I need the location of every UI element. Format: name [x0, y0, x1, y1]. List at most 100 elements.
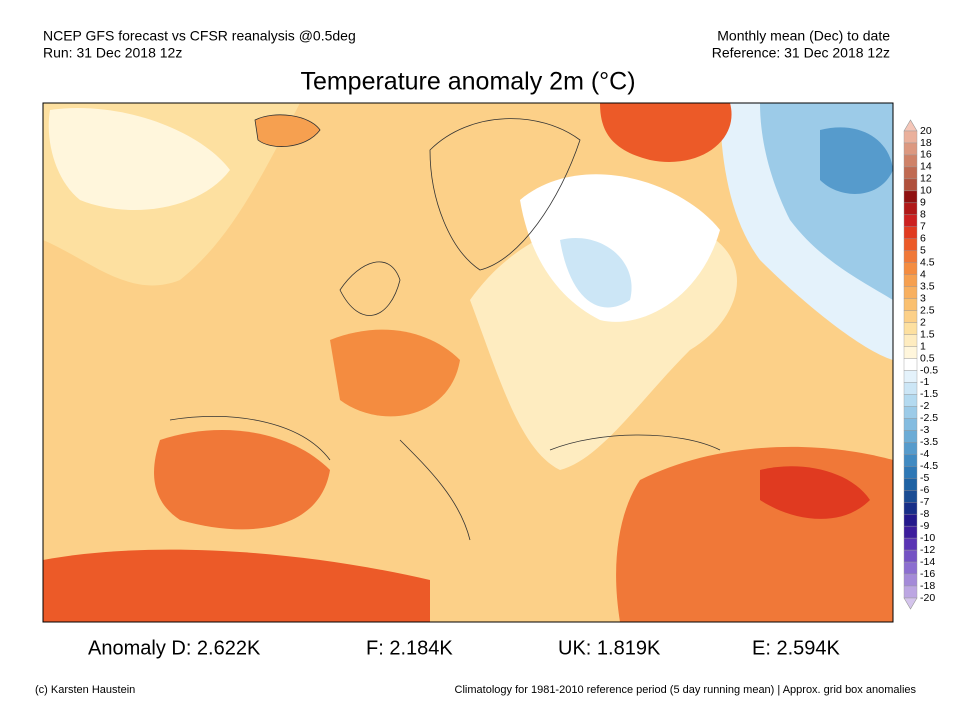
- colorbar-bin: [903, 166, 918, 180]
- colorbar-label: -8: [920, 508, 929, 520]
- land-region: [520, 174, 720, 322]
- land-region: [600, 103, 732, 162]
- anomaly-d: Anomaly D: 2.622K: [88, 637, 261, 659]
- colorbar-bin: [903, 537, 918, 551]
- colorbar-bin: [903, 513, 918, 527]
- colorbar-label: -3.5: [920, 436, 938, 448]
- land-region: [760, 466, 870, 519]
- colorbar-end: [903, 597, 918, 610]
- colorbar-bin: [903, 442, 918, 455]
- colorbar-label: 1: [920, 340, 926, 352]
- header-right-1: Monthly mean (Dec) to date: [717, 28, 890, 44]
- map-frame: [42, 102, 894, 623]
- footer-left: (c) Karsten Haustein: [35, 684, 135, 696]
- colorbar-label: 9: [920, 197, 926, 209]
- colorbar-label: -12: [920, 544, 935, 556]
- colorbar-label: -20: [920, 592, 935, 604]
- colorbar-label: 4: [920, 268, 926, 280]
- colorbar-bin: [903, 226, 918, 239]
- colorbar-bin: [903, 490, 918, 503]
- colorbar-label: -4: [920, 448, 929, 460]
- colorbar-label: -2: [920, 400, 929, 412]
- colorbar-bin: [903, 334, 918, 347]
- colorbar-end: [903, 119, 918, 132]
- land-region: [330, 329, 460, 417]
- colorbar-label: 7: [920, 221, 926, 233]
- colorbar-label: -3: [920, 424, 929, 436]
- colorbar-bin: [903, 454, 918, 467]
- anomaly-uk: UK: 1.819K: [558, 637, 661, 659]
- colorbar: 201816141210987654.543.532.521.510.5-0.5…: [903, 119, 938, 610]
- colorbar-label: 16: [920, 149, 932, 161]
- colorbar-label: -1: [920, 376, 929, 388]
- colorbar-label: 8: [920, 209, 926, 221]
- colorbar-bin: [903, 262, 918, 275]
- colorbar-bin: [903, 382, 918, 395]
- colorbar-label: -16: [920, 568, 935, 580]
- colorbar-label: 2: [920, 316, 926, 328]
- colorbar-bin: [903, 466, 918, 479]
- colorbar-bin: [903, 190, 918, 204]
- header-left-2: Run: 31 Dec 2018 12z: [43, 45, 182, 61]
- colorbar-label: -14: [920, 556, 935, 568]
- coastline: [429, 118, 581, 271]
- footer-right: Climatology for 1981-2010 reference peri…: [455, 684, 917, 696]
- anomaly-e: E: 2.594K: [752, 637, 841, 659]
- colorbar-bin: [903, 525, 918, 539]
- coastline: [169, 416, 721, 541]
- title: Temperature anomaly 2m (°C): [300, 68, 635, 96]
- land-region: [820, 127, 893, 194]
- colorbar-bin: [903, 418, 918, 431]
- colorbar-label: 6: [920, 233, 926, 245]
- colorbar-label: -6: [920, 484, 929, 496]
- colorbar-label: 5: [920, 245, 926, 257]
- header-left-1: NCEP GFS forecast vs CFSR reanalysis @0.…: [43, 28, 356, 44]
- colorbar-bin: [903, 202, 918, 216]
- colorbar-label: 2.5: [920, 304, 935, 316]
- colorbar-bin: [903, 238, 918, 251]
- colorbar-bin: [903, 310, 918, 323]
- land-region: [616, 446, 893, 622]
- colorbar-bin: [903, 250, 918, 263]
- colorbar-bin: [903, 394, 918, 407]
- colorbar-bin: [903, 298, 918, 311]
- colorbar-bin: [903, 154, 918, 168]
- colorbar-label: 14: [920, 161, 932, 173]
- colorbar-label: -5: [920, 472, 929, 484]
- colorbar-bin: [903, 370, 918, 383]
- colorbar-label: -7: [920, 496, 929, 508]
- colorbar-label: -4.5: [920, 460, 938, 472]
- colorbar-label: 4.5: [920, 256, 935, 268]
- colorbar-label: 0.5: [920, 352, 935, 364]
- colorbar-bin: [903, 322, 918, 335]
- colorbar-label: 3: [920, 292, 926, 304]
- colorbar-label: -2.5: [920, 412, 938, 424]
- colorbar-bin: [903, 430, 918, 443]
- ocean-region: [48, 108, 230, 210]
- colorbar-bin: [903, 346, 918, 359]
- colorbar-bin: [903, 142, 918, 156]
- coastline: [339, 261, 401, 316]
- map: [43, 103, 893, 622]
- colorbar-bin: [903, 286, 918, 299]
- colorbar-bin: [903, 478, 918, 491]
- land-region: [154, 430, 330, 530]
- colorbar-label: -1.5: [920, 388, 938, 400]
- colorbar-bin: [903, 214, 918, 227]
- colorbar-label: -9: [920, 520, 929, 532]
- colorbar-bin: [903, 502, 918, 515]
- colorbar-label: 18: [920, 137, 932, 149]
- colorbar-bin: [903, 178, 918, 192]
- colorbar-bin: [903, 585, 918, 599]
- colorbar-bin: [903, 561, 918, 575]
- colorbar-bin: [903, 130, 918, 144]
- colorbar-label: 10: [920, 185, 932, 197]
- colorbar-label: 12: [920, 173, 932, 185]
- colorbar-label: -0.5: [920, 364, 938, 376]
- colorbar-bin: [903, 573, 918, 587]
- colorbar-label: -10: [920, 532, 935, 544]
- colorbar-label: 3.5: [920, 280, 935, 292]
- anomaly-f: F: 2.184K: [366, 637, 453, 659]
- colorbar-bin: [903, 358, 918, 371]
